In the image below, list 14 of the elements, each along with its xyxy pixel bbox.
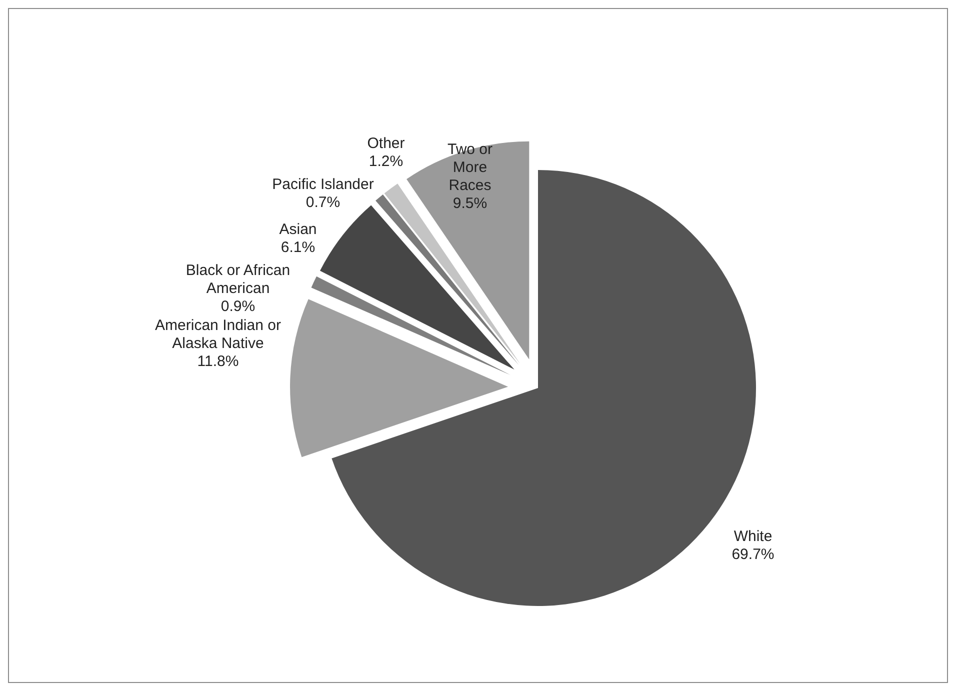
- data-label: 1.2%: [368, 152, 404, 170]
- data-label: 6.1%: [280, 238, 316, 256]
- slice-label: Two or More Races: [447, 140, 493, 194]
- slice-label: Pacific Islander: [272, 176, 374, 192]
- slice-label: Other: [367, 134, 405, 152]
- data-label: 0.9%: [220, 298, 256, 314]
- data-label: 11.8%: [197, 352, 239, 370]
- slice-label: American Indian or Alaska Native: [155, 316, 281, 352]
- data-label: 69.7%: [732, 546, 774, 562]
- data-label: 9.5%: [452, 194, 488, 212]
- slice-label: Asian: [279, 220, 317, 238]
- slice-label: White: [734, 528, 772, 544]
- slice-label: Black or African American: [186, 262, 290, 296]
- data-label: 0.7%: [306, 194, 340, 210]
